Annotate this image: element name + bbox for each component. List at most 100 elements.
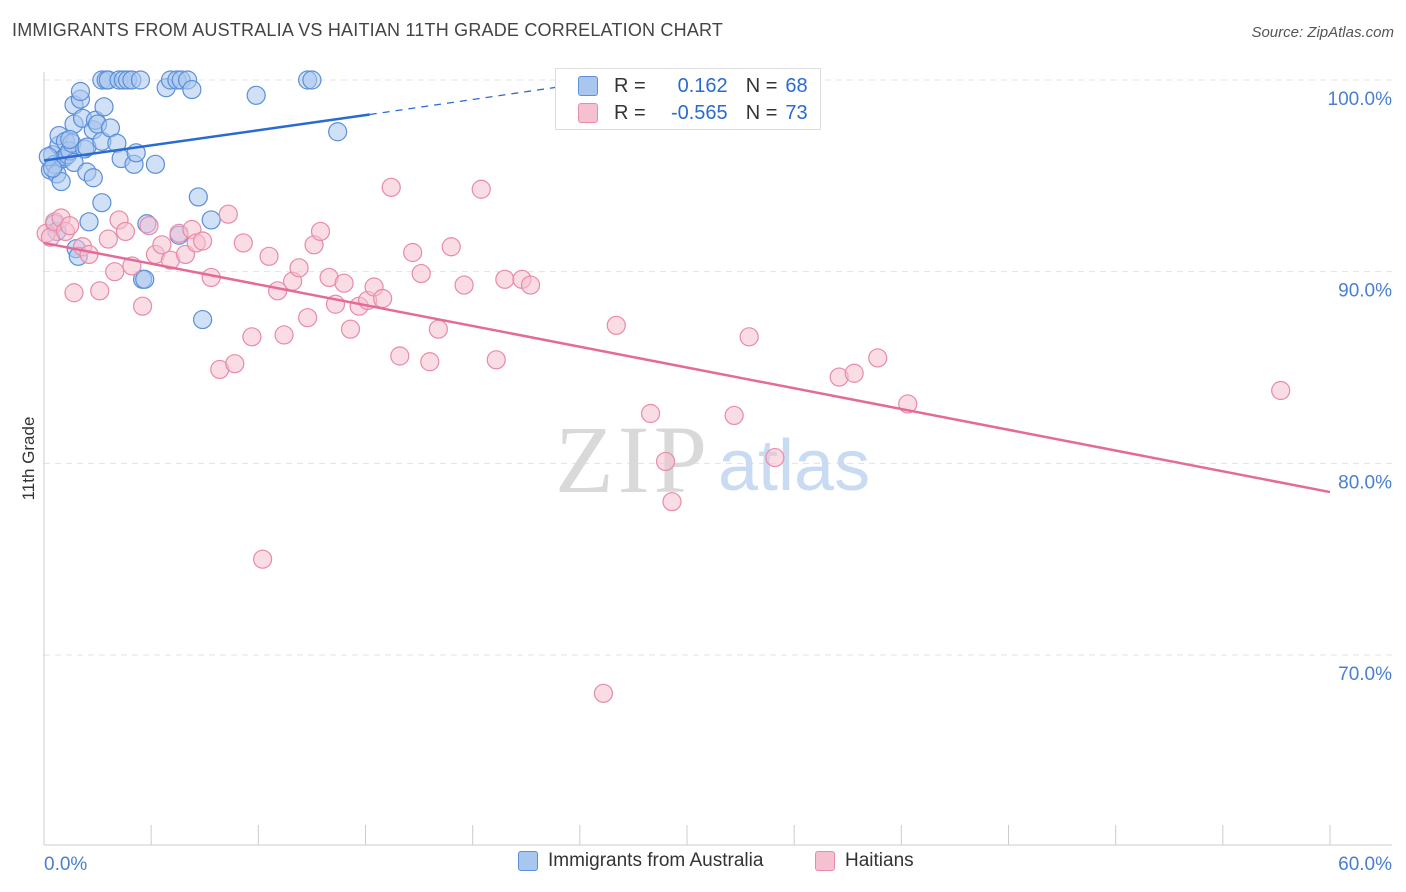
australia-point[interactable] (51, 171, 71, 192)
haitians-point[interactable] (390, 346, 410, 366)
chart-source: Source: ZipAtlas.com (1251, 24, 1394, 41)
australia-point[interactable] (246, 85, 266, 105)
haitians-point[interactable] (1271, 380, 1291, 401)
haitians-point[interactable] (225, 354, 245, 374)
correlation-legend: R = 0.162 N = 68 R = -0.565 N = 73 (555, 68, 821, 130)
y-tick-label: 80.0% (1338, 472, 1392, 493)
haitians-point[interactable] (233, 233, 253, 253)
haitians-point[interactable] (640, 403, 661, 424)
haitians-point[interactable] (593, 683, 614, 703)
australia-point[interactable] (193, 309, 213, 330)
haitians-point[interactable] (90, 281, 110, 301)
australia-point[interactable] (83, 168, 103, 188)
australia-point[interactable] (328, 122, 348, 142)
haitians-point[interactable] (441, 237, 461, 257)
n-label: N = (745, 74, 778, 97)
watermark: ZIP atlas (555, 406, 870, 513)
haitians-point[interactable] (381, 177, 401, 197)
r-value: -0.565 (670, 101, 728, 124)
australia-point[interactable] (145, 154, 166, 174)
haitians-point[interactable] (253, 549, 273, 569)
haitians-point[interactable] (373, 288, 393, 309)
australia-trend-line (43, 113, 370, 162)
n-value: 73 (785, 101, 808, 124)
haitians-point[interactable] (606, 315, 626, 335)
haitians-point[interactable] (64, 283, 84, 303)
haitians-point[interactable] (79, 244, 99, 265)
haitians-point[interactable] (60, 216, 80, 236)
r-label: R = (614, 74, 646, 97)
haitians-point[interactable] (411, 263, 431, 284)
series-label-australia: Immigrants from Australia (548, 850, 764, 871)
legend-row-australia: R = 0.162 N = 68 (578, 73, 808, 99)
australia-point[interactable] (130, 70, 151, 90)
haitians-point[interactable] (520, 275, 541, 295)
haitians-point[interactable] (844, 363, 864, 383)
australia-point[interactable] (201, 210, 221, 230)
haitians-point[interactable] (739, 327, 759, 347)
australia-point[interactable] (302, 70, 322, 90)
x-tick-label-max: 60.0% (1338, 854, 1392, 875)
australia-point[interactable] (188, 187, 208, 207)
haitians-point[interactable] (495, 269, 515, 289)
haitians-point[interactable] (242, 327, 262, 347)
haitians-point[interactable] (655, 451, 676, 472)
australia-point[interactable] (79, 212, 99, 232)
haitians-point[interactable] (428, 319, 448, 339)
axis-layer (43, 72, 1392, 846)
label-layer: 100.0% 90.0% 80.0% 70.0% 0.0% 60.0% 11th Grade (19, 89, 1392, 875)
haitians-point[interactable] (132, 296, 153, 316)
haitians-trend-line (43, 241, 1331, 494)
series-legend-australia[interactable]: Immigrants from Australia (518, 850, 763, 872)
legend-row-haitians: R = -0.565 N = 73 (578, 100, 808, 126)
australia-point[interactable] (182, 79, 202, 100)
haitians-point[interactable] (724, 405, 744, 426)
watermark-zip: ZIP (555, 406, 711, 513)
y-tick-label: 90.0% (1338, 281, 1392, 302)
grid-layer (44, 79, 1392, 656)
haitians-point[interactable] (662, 492, 682, 512)
series-label-haitians: Haitians (845, 850, 914, 871)
n-value: 68 (785, 74, 808, 97)
haitians-point[interactable] (193, 231, 213, 251)
y-tick-label: 70.0% (1338, 664, 1392, 685)
haitians-point[interactable] (115, 221, 136, 242)
haitians-point[interactable] (289, 258, 309, 278)
points-layer (36, 70, 1291, 703)
haitians-point[interactable] (403, 242, 423, 263)
australia-point[interactable] (135, 269, 155, 289)
haitians-point[interactable] (218, 204, 238, 224)
x-tick-label-min: 0.0% (44, 854, 87, 875)
haitians-point[interactable] (334, 273, 354, 293)
haitians-point[interactable] (340, 319, 361, 339)
haitians-point[interactable] (454, 275, 474, 295)
y-tick-label: 100.0% (1328, 89, 1393, 110)
australia-point[interactable] (94, 97, 114, 117)
y-axis-label: 11th Grade (19, 417, 38, 501)
series-swatch-australia (518, 851, 538, 871)
australia-trend-extension (369, 83, 580, 116)
haitians-point[interactable] (259, 246, 279, 266)
haitians-point[interactable] (274, 325, 294, 345)
australia-point[interactable] (60, 129, 80, 150)
series-legend-haitians[interactable]: Haitians (815, 850, 914, 872)
haitians-point[interactable] (298, 308, 318, 328)
haitians-point[interactable] (152, 235, 172, 255)
trend-layer (43, 83, 1331, 494)
r-value: 0.162 (677, 74, 728, 97)
haitians-point[interactable] (868, 348, 888, 368)
legend-swatch-haitians (578, 103, 598, 123)
haitians-point[interactable] (420, 352, 440, 372)
australia-point[interactable] (70, 81, 91, 102)
australia-point[interactable] (42, 158, 63, 178)
haitians-point[interactable] (310, 221, 331, 242)
haitians-point[interactable] (105, 262, 125, 282)
haitians-point[interactable] (486, 350, 506, 370)
haitians-point[interactable] (471, 179, 491, 199)
haitians-point[interactable] (139, 216, 159, 236)
haitians-point[interactable] (98, 229, 118, 249)
haitians-point[interactable] (765, 447, 785, 468)
chart-title: IMMIGRANTS FROM AUSTRALIA VS HAITIAN 11T… (12, 20, 724, 40)
australia-point[interactable] (92, 193, 112, 213)
